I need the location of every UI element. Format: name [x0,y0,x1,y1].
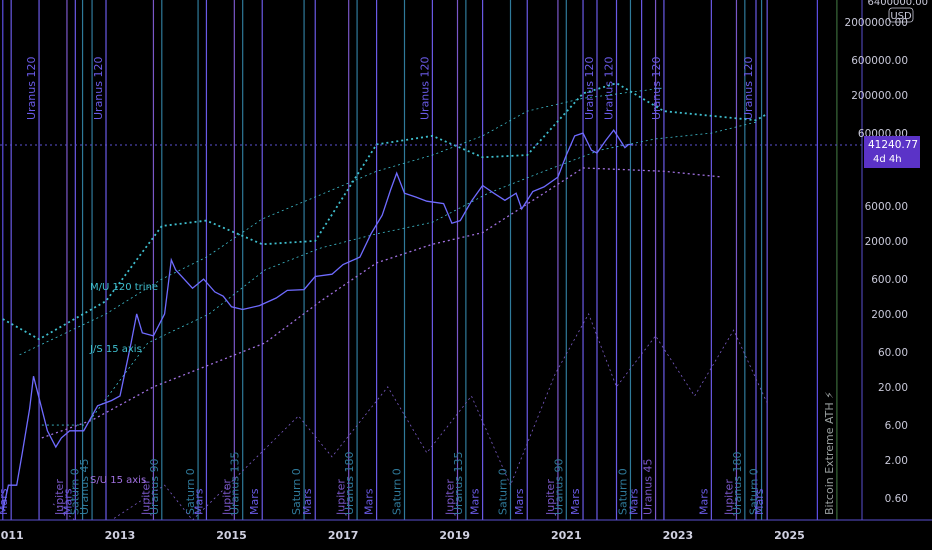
x-tick-label: 2011 [0,529,24,542]
x-tick-labels: 2011 2013 2015 2017 2019 2021 2023 2025 [0,529,805,542]
y-tick-label: 20.00 [878,382,908,394]
y-tick-label: 2.00 [885,455,908,467]
last-price-countdown: 4d 4h [873,154,902,165]
x-tick-label: 2013 [105,529,136,542]
indicator-path [52,312,768,534]
aspect-label: Mars [61,488,74,515]
aspect-label: Saturn 0 [497,468,510,515]
price-axis[interactable] [862,0,932,550]
y-tick-label: 600000.00 [851,55,908,67]
aspect-label: Jupiter [53,479,66,516]
aspect-label: Uranus 120 [25,57,38,120]
indicator-labels: M/U 120 trine J/S 15 axis S/U 15 axis [89,282,158,486]
aspect-label: Mars [363,488,376,515]
last-price-box [864,135,920,168]
aspect-label: Uranus 90 [552,459,565,515]
top-tick: 6400000.00 [868,0,928,8]
aspect-label: Jupiter [722,479,735,516]
aspect-label: Uranus 180 [343,452,356,515]
y-tick-label: 2000000.00 [845,17,908,29]
aspect-vertical-lines [2,0,838,520]
aspect-label: Mars [628,488,641,515]
currency-badge[interactable]: USD [888,7,914,23]
aspect-label: Uranus 120 [92,57,105,120]
aspect-label: Mars [192,488,205,515]
y-tick-labels: 2000000.00600000.00200000.0060000.006000… [845,17,908,505]
last-price-badge: 41240.77 4d 4h [864,135,920,168]
aspect-label: Uranus 180 [731,452,744,515]
indicator-path [41,121,757,426]
aspect-label: Uranus 135 [452,452,465,515]
aspect-label: Mars [513,488,526,515]
aspect-label: Jupiter [544,479,557,516]
aspect-label: Mars [301,488,314,515]
aspect-label: Jupiter [220,479,233,516]
x-tick-label: 2021 [551,529,582,542]
indicator-label: S/U 15 axis [90,475,146,486]
aspect-label: Uranus 120 [583,57,596,120]
aspect-label: Bitcoin Extreme ATH ⚡ [823,391,836,515]
indicator-path [2,82,768,341]
y-tick-label: 600.00 [871,274,908,286]
indicator-label: J/S 15 axis [89,344,142,355]
indicator-path [41,167,723,439]
x-tick-label: 2017 [328,529,359,542]
currency-label: USD [890,11,912,22]
aspect-label: Uranus 90 [148,459,161,515]
aspect-label: Uranus 45 [78,459,91,515]
y-tick-label: 60.00 [878,347,908,359]
y-tick-label: 0.60 [885,493,908,505]
aspect-label: Jupiter [139,479,152,516]
price-line [2,128,634,512]
x-tick-label: 2019 [439,529,470,542]
y-tick-label: 200000.00 [851,90,908,102]
aspect-label: Mars [569,488,582,515]
y-tick-label: 6000.00 [865,201,908,213]
aspect-label: Uranus 120 [742,57,755,120]
x-tick-label: 2025 [774,529,805,542]
last-price-value: 41240.77 [868,139,918,151]
y-tick-label: 6.00 [885,420,908,432]
aspect-label: Mars [469,488,482,515]
aspect-label: Uranus 45 [642,459,655,515]
aspect-label: Saturn 0 [290,468,303,515]
indicator-label: M/U 120 trine [90,282,158,293]
aspect-label: Uranus 120 [603,57,616,120]
aspect-label: Jupiter [335,479,348,516]
indicator-path [19,87,664,356]
aspect-label: Uranus 135 [229,452,242,515]
aspect-label: Saturn 0 [69,468,82,515]
aspect-label: Mars [753,488,766,515]
indicator-overlays [2,82,768,534]
y-tick-label: 200.00 [871,309,908,321]
aspect-label: Saturn 0 [748,468,761,515]
aspect-label: Saturn 0 [616,468,629,515]
x-tick-label: 2023 [663,529,694,542]
aspect-label: Saturn 0 [184,468,197,515]
aspect-label: Jupiter [444,479,457,516]
aspect-label: Uranus 120 [418,57,431,120]
time-axis[interactable] [0,520,932,550]
aspect-label: Mars [248,488,261,515]
x-tick-label: 2015 [216,529,247,542]
aspect-label: Mars [697,488,710,515]
top-tick-label: 6400000.00 [868,0,928,8]
aspect-label: Saturn 0 [390,468,403,515]
currency-badge-box[interactable] [888,7,914,23]
y-tick-label: 2000.00 [865,236,908,248]
